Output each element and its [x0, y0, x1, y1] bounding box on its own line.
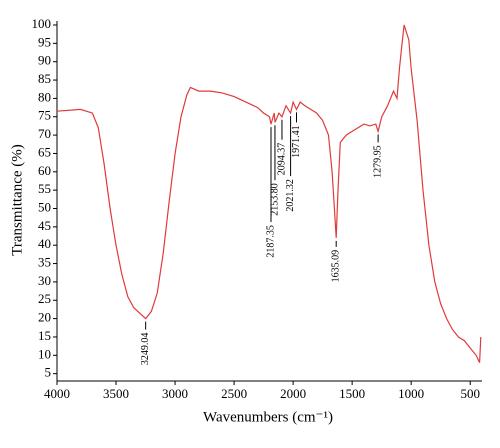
y-tick-label: 85 — [38, 71, 51, 86]
annotation-label: 3249.04 — [140, 333, 151, 366]
annotation-label: 1279.95 — [372, 145, 383, 178]
x-tick-label: 4000 — [44, 386, 70, 401]
y-tick-label: 65 — [38, 144, 51, 159]
x-axis-title: Wavenumbers (cm⁻¹) — [203, 409, 333, 425]
y-tick-label: 15 — [38, 328, 51, 343]
x-tick-label: 1000 — [398, 386, 424, 401]
x-tick-label: 500 — [460, 386, 480, 401]
y-tick-label: 100 — [32, 16, 52, 31]
y-tick-label: 10 — [38, 346, 51, 361]
annotation-label: 1971.41 — [291, 125, 302, 158]
y-tick-label: 5 — [45, 365, 52, 380]
x-tick-label: 3500 — [103, 386, 129, 401]
x-tick-label: 1500 — [339, 386, 365, 401]
y-tick-label: 50 — [38, 199, 51, 214]
annotation-label: 1635.09 — [330, 250, 341, 282]
spectrum-line — [56, 24, 482, 363]
y-tick-label: 80 — [38, 89, 51, 104]
annotation-label: 2094.37 — [276, 143, 287, 176]
annotation-label: 2021.32 — [285, 179, 296, 212]
x-tick-label: 2000 — [280, 386, 306, 401]
y-tick-label: 20 — [38, 310, 51, 325]
y-tick-label: 30 — [38, 273, 51, 288]
annotation-label: 2187.35 — [265, 225, 276, 257]
y-tick-label: 40 — [38, 236, 51, 251]
annotation-label: 2153.80 — [269, 183, 280, 216]
y-axis-title: Transmittance (%) — [9, 144, 25, 256]
x-tick-label: 3000 — [162, 386, 188, 401]
y-tick-label: 45 — [38, 218, 51, 233]
y-tick-label: 95 — [38, 34, 51, 49]
x-tick-label: 2500 — [221, 386, 247, 401]
y-tick-label: 25 — [38, 291, 51, 306]
y-tick-label: 55 — [38, 181, 51, 196]
y-tick-label: 90 — [38, 53, 51, 68]
y-tick-label: 75 — [38, 108, 51, 123]
y-tick-label: 60 — [38, 163, 51, 178]
y-tick-label: 35 — [38, 255, 51, 270]
y-tick-label: 70 — [38, 126, 51, 141]
